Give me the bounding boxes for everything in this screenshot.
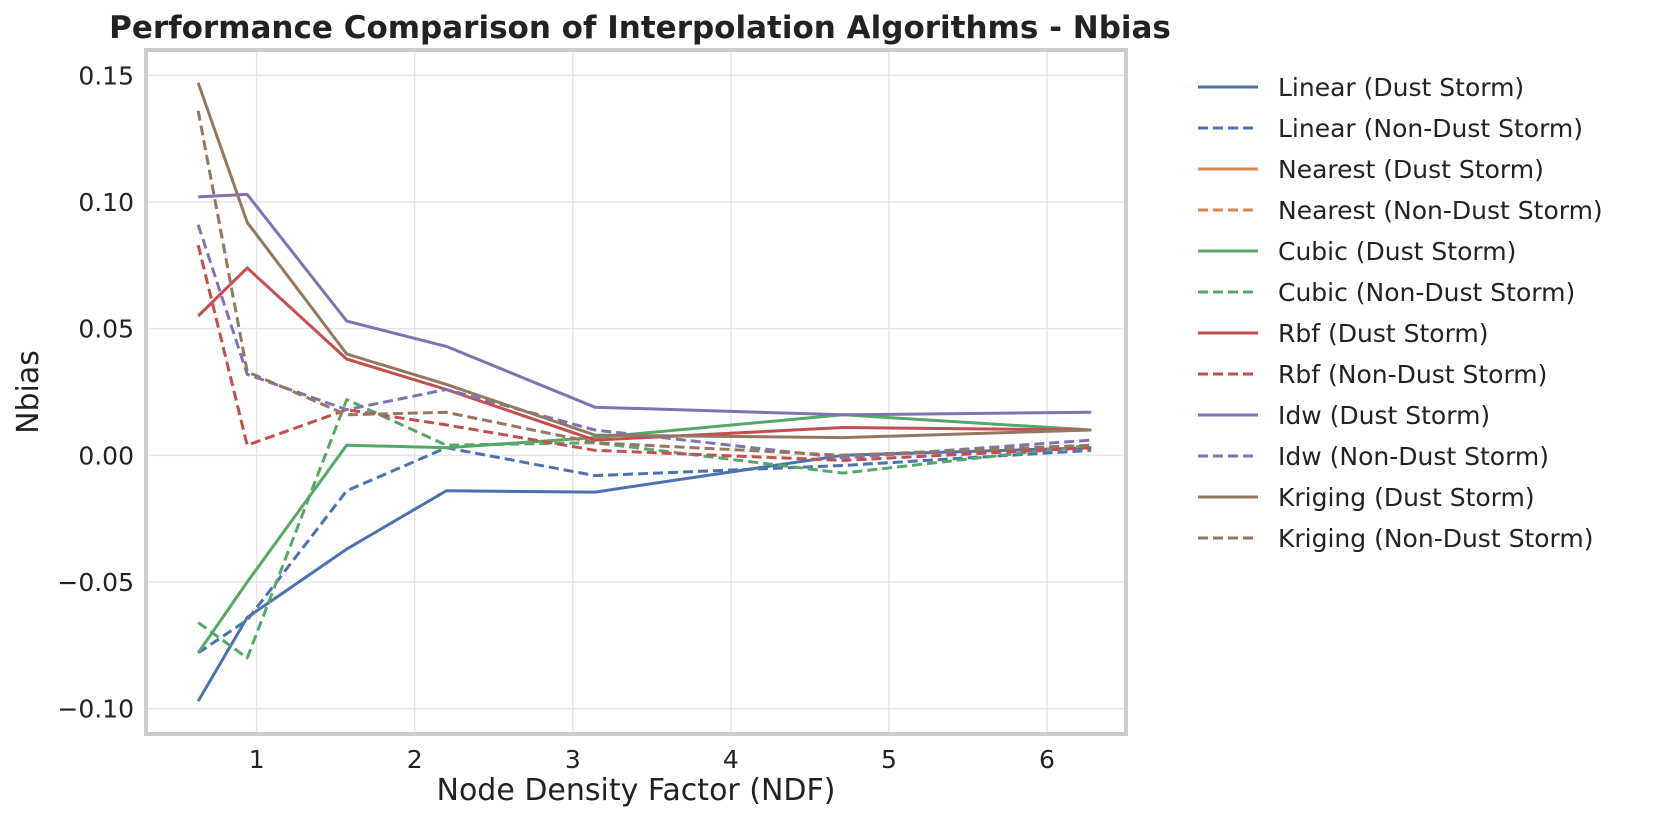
- x-tick-label: 6: [1039, 745, 1055, 774]
- legend-label: Kriging (Non-Dust Storm): [1278, 524, 1594, 553]
- legend-item-kriging-non-dust-storm[interactable]: Kriging (Non-Dust Storm): [1198, 524, 1594, 553]
- x-tick-label: 4: [723, 745, 739, 774]
- legend-label: Idw (Non-Dust Storm): [1278, 442, 1549, 471]
- legend-item-nearest-dust-storm[interactable]: Nearest (Dust Storm): [1198, 155, 1544, 184]
- y-axis-label: Nbias: [11, 350, 46, 434]
- legend-label: Kriging (Dust Storm): [1278, 483, 1535, 512]
- plot-frame: [144, 48, 1128, 736]
- y-tick-label: 0.15: [78, 61, 134, 90]
- legend-label: Cubic (Dust Storm): [1278, 237, 1516, 266]
- series-line-kriging-non-dust-storm: [196, 110, 1092, 457]
- legend-label: Nearest (Non-Dust Storm): [1278, 196, 1603, 225]
- series-line-idw-non-dust-storm: [196, 224, 1092, 460]
- legend-item-rbf-dust-storm[interactable]: Rbf (Dust Storm): [1198, 319, 1489, 348]
- plot-background: [146, 50, 1126, 734]
- y-tick-label: 0.00: [78, 441, 134, 470]
- x-tick-label: 2: [407, 745, 423, 774]
- series-lines: [196, 82, 1092, 702]
- legend-label: Cubic (Non-Dust Storm): [1278, 278, 1575, 307]
- legend[interactable]: Linear (Dust Storm) Linear (Non-Dust Stor…: [1198, 73, 1603, 553]
- x-axis-label: Node Density Factor (NDF): [437, 773, 836, 808]
- series-line-cubic-non-dust-storm: [197, 398, 1092, 660]
- legend-item-linear-non-dust-storm[interactable]: Linear (Non-Dust Storm): [1198, 114, 1583, 143]
- y-tick-label: −0.10: [57, 695, 134, 724]
- legend-label: Rbf (Non-Dust Storm): [1278, 360, 1547, 389]
- series-line-kriging-dust-storm: [196, 82, 1092, 440]
- series-line-idw-dust-storm: [198, 192, 1092, 417]
- legend-label: Linear (Non-Dust Storm): [1278, 114, 1583, 143]
- legend-item-idw-dust-storm[interactable]: Idw (Dust Storm): [1198, 401, 1490, 430]
- legend-item-rbf-non-dust-storm[interactable]: Rbf (Non-Dust Storm): [1198, 360, 1547, 389]
- y-tick-label: 0.05: [78, 315, 134, 344]
- legend-item-linear-dust-storm[interactable]: Linear (Dust Storm): [1198, 73, 1524, 102]
- series-line-rbf-non-dust-storm: [196, 244, 1092, 462]
- legend-item-idw-non-dust-storm[interactable]: Idw (Non-Dust Storm): [1198, 442, 1549, 471]
- x-tick-label: 1: [249, 745, 265, 774]
- y-tick-label: −0.05: [57, 568, 134, 597]
- legend-item-kriging-dust-storm[interactable]: Kriging (Dust Storm): [1198, 483, 1535, 512]
- y-axis-ticks: −0.10 −0.05 0.00 0.05 0.10 0.15: [57, 61, 134, 723]
- legend-label: Idw (Dust Storm): [1278, 401, 1490, 430]
- chart-title: Performance Comparison of Interpolation …: [109, 10, 1171, 46]
- x-tick-label: 5: [881, 745, 897, 774]
- y-tick-label: 0.10: [78, 188, 134, 217]
- legend-label: Nearest (Dust Storm): [1278, 155, 1544, 184]
- legend-item-nearest-non-dust-storm[interactable]: Nearest (Non-Dust Storm): [1198, 196, 1603, 225]
- x-tick-label: 3: [565, 745, 581, 774]
- legend-label: Linear (Dust Storm): [1278, 73, 1524, 102]
- x-axis-ticks: 1 2 3 4 5 6: [249, 745, 1055, 774]
- legend-item-cubic-non-dust-storm[interactable]: Cubic (Non-Dust Storm): [1198, 278, 1575, 307]
- grid: [146, 50, 1126, 734]
- legend-item-cubic-dust-storm[interactable]: Cubic (Dust Storm): [1198, 237, 1516, 266]
- legend-label: Rbf (Dust Storm): [1278, 319, 1489, 348]
